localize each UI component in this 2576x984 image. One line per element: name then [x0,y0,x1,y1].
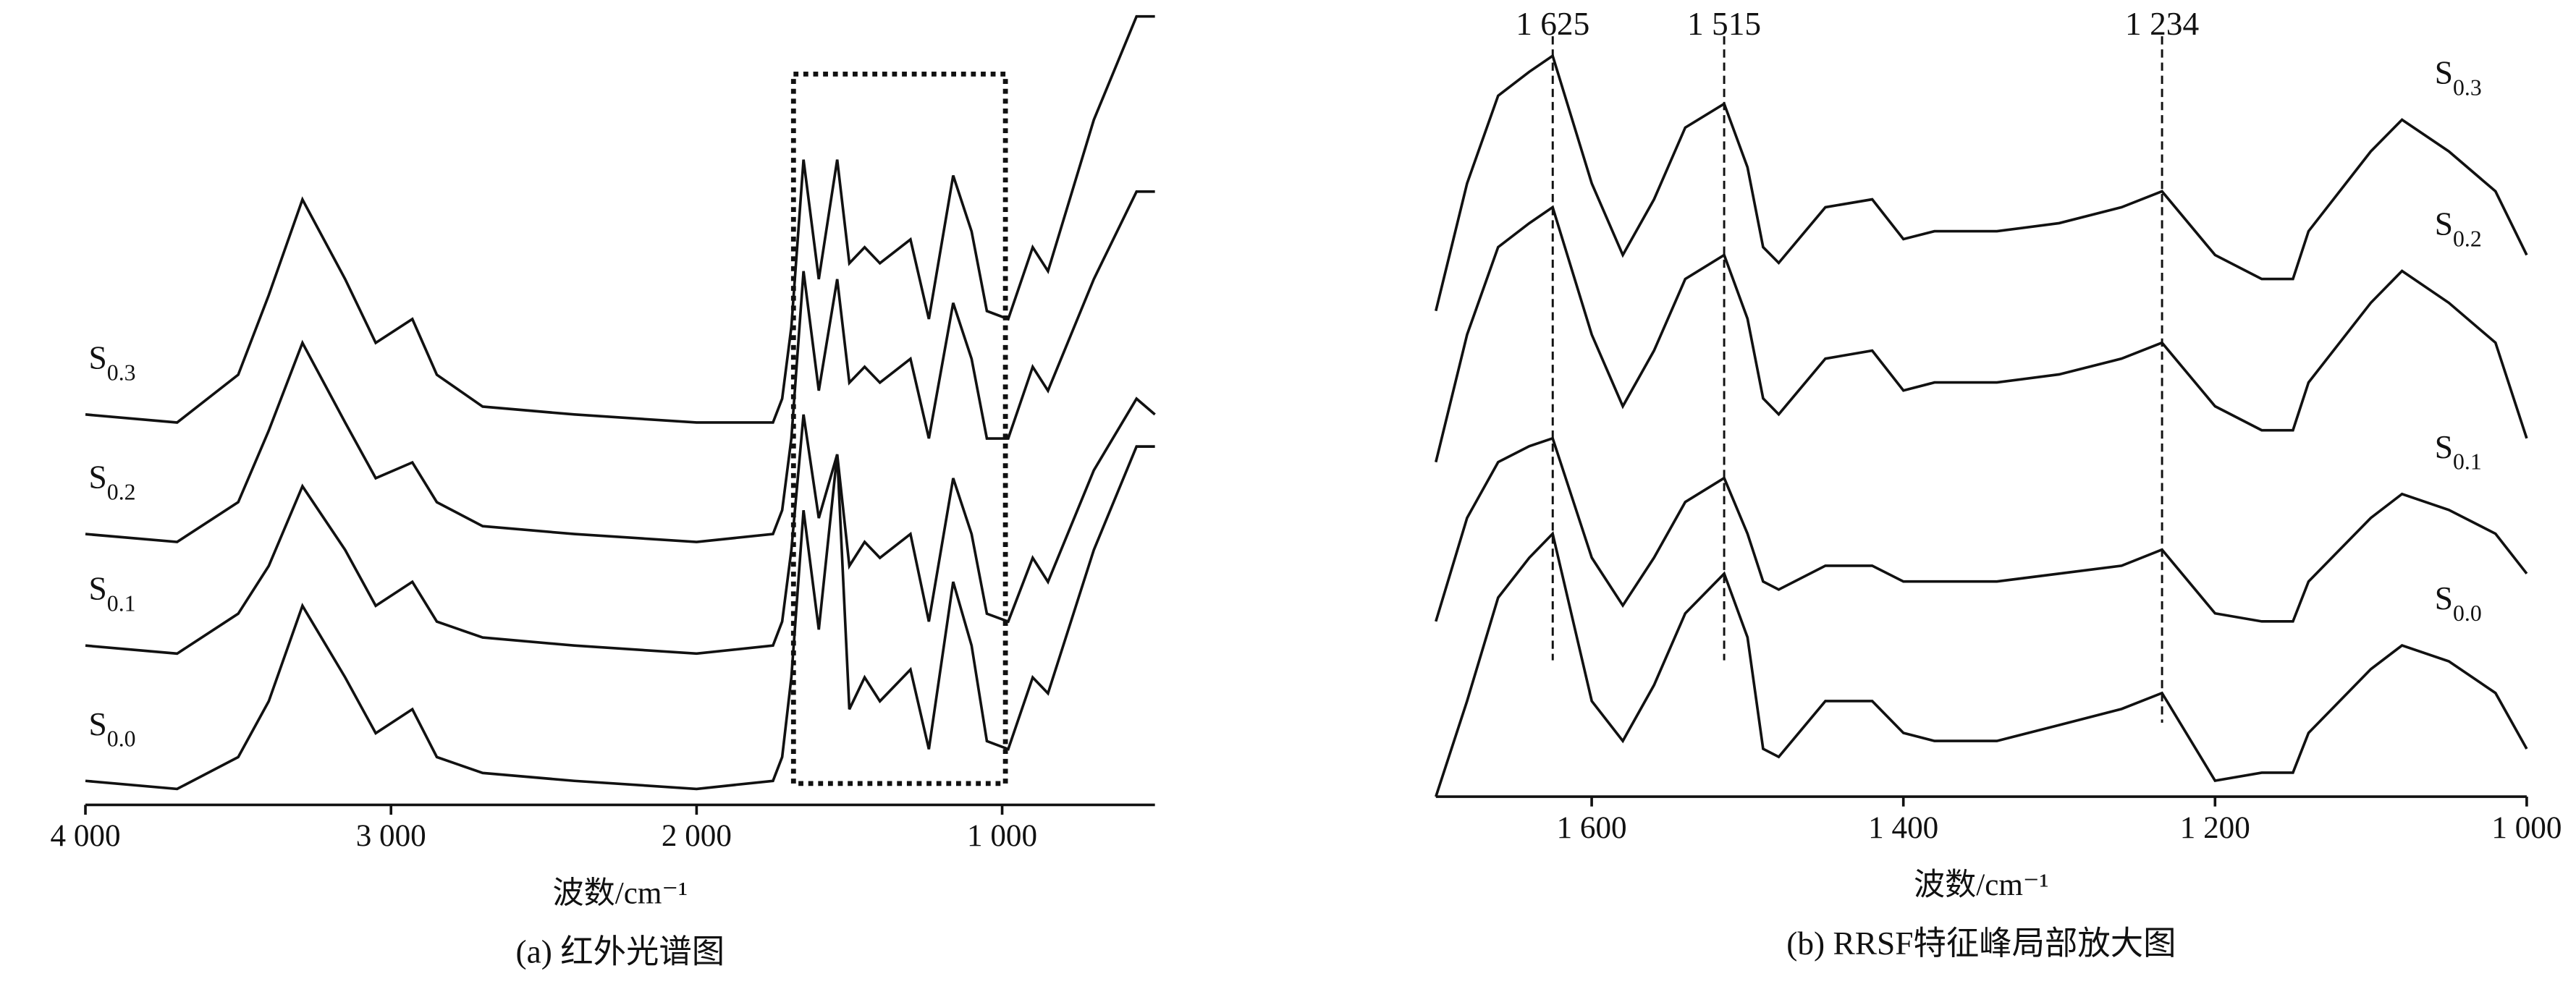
spectrum-line [85,14,1155,424]
caption: (b) RRSF特征峰局部放大图 [1786,925,2176,962]
x-tick-label: 3 000 [356,819,426,853]
spectrum-line [85,445,1155,791]
legend-label: S0.2 [2435,206,2482,252]
highlight-box [790,71,1008,786]
x-tick-label: 1 400 [1868,811,1938,845]
spectrum-line [85,190,1155,543]
legend-label: S0.0 [89,706,136,752]
x-tick-label: 1 200 [2180,811,2250,845]
legend-label: S0.3 [89,339,136,385]
legend-label: S0.1 [89,571,136,616]
caption: (a) 红外光谱图 [516,933,725,970]
spectrum-line [85,396,1156,656]
spectrum-line [1435,436,2528,623]
x-tick-label: 1 000 [967,819,1037,853]
peak-label: 1 234 [2125,6,2199,42]
x-tick-label: 2 000 [662,819,732,853]
x-axis-label: 波数/cm⁻¹ [553,877,688,911]
x-tick-label: 4 000 [51,819,121,853]
legend-label: S0.1 [2435,429,2482,475]
spectrum-line [1435,205,2528,463]
spectrum-line [1435,54,2528,312]
x-tick-label: 1 000 [2491,811,2562,845]
x-tick-label: 1 600 [1557,811,1627,845]
spectrum-line [1435,531,2528,797]
legend-label: S0.2 [89,459,136,505]
peak-label: 1 515 [1687,6,1761,42]
peak-label: 1 625 [1516,6,1589,42]
x-axis-label: 波数/cm⁻¹ [1914,868,2049,902]
legend-label: S0.3 [2435,54,2482,100]
legend-label: S0.0 [2435,580,2482,626]
